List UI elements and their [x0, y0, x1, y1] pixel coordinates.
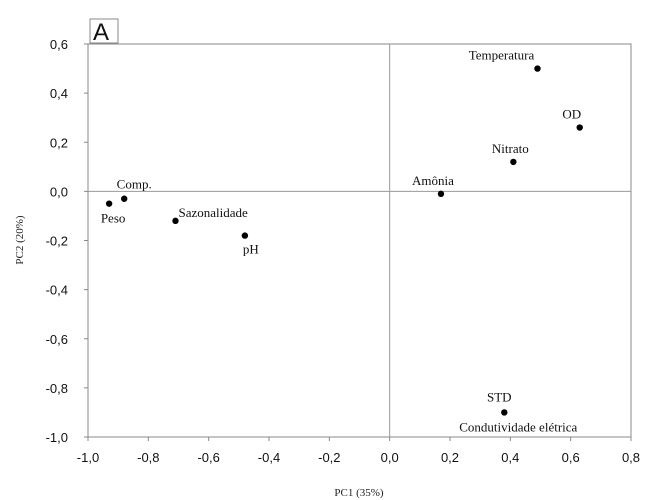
x-tick-label: 0,0 [381, 450, 399, 465]
point-label: Amônia [412, 173, 454, 188]
point-label: Condutividade elétrica [459, 419, 577, 434]
x-tick-label: -0,8 [137, 450, 159, 465]
point-label: Sazonalidade [178, 205, 248, 220]
data-point [172, 217, 179, 225]
data-point [501, 409, 508, 416]
data-point [534, 65, 541, 72]
y-tick-label: -0,8 [46, 381, 68, 396]
point-label: Peso [101, 211, 126, 226]
x-tick-label: 0,8 [622, 450, 640, 465]
panel-label: A [89, 18, 119, 46]
y-tick-label: 0,4 [50, 86, 68, 101]
y-tick-label: 0,0 [50, 184, 68, 199]
point-label: OD [562, 107, 581, 122]
point-label: Temperatura [469, 48, 535, 63]
data-points [105, 65, 583, 416]
x-tick-label: -0,6 [197, 450, 219, 465]
point-label: Comp. [117, 177, 152, 192]
y-tick-label: 0,6 [50, 37, 68, 52]
x-tick-label: 0,4 [501, 450, 519, 465]
x-tick-label: -0,2 [318, 450, 340, 465]
y-axis-ticks: 0,6 0,4 0,2 0,0 -0,2 -0,4 -0,6 -0,8 -1,0 [46, 37, 88, 445]
x-tick-label: 0,2 [441, 450, 459, 465]
x-axis-ticks: -1,0 -0,8 -0,6 -0,4 -0,2 0,0 0,2 0,4 0,6 0,8 [77, 437, 640, 465]
x-tick-label: 0,6 [562, 450, 580, 465]
data-point [576, 124, 583, 131]
y-tick-label: -0,2 [46, 234, 68, 249]
y-tick-label: -1,0 [46, 430, 68, 445]
point-label: pH [243, 242, 259, 257]
y-tick-label: -0,6 [46, 332, 68, 347]
y-tick-label: 0,2 [50, 135, 68, 150]
y-tick-label: -0,4 [46, 283, 68, 298]
point-label: Nitrato [492, 141, 529, 156]
point-label: STD [487, 389, 512, 404]
x-tick-label: -1,0 [77, 450, 99, 465]
y-axis-label: PC2 (20%) [14, 215, 26, 265]
data-point [121, 195, 128, 202]
x-tick-label: -0,4 [258, 450, 280, 465]
point-labels: Temperatura OD Nitrato Amônia Comp. Peso Sazon… [101, 48, 581, 435]
data-point [510, 158, 517, 166]
panel-label-text: A [93, 19, 109, 46]
plot-frame [87, 43, 632, 438]
data-point [437, 190, 445, 198]
data-point [241, 232, 249, 239]
x-axis-label: PC1 (35%) [334, 487, 384, 499]
data-point [105, 200, 113, 207]
